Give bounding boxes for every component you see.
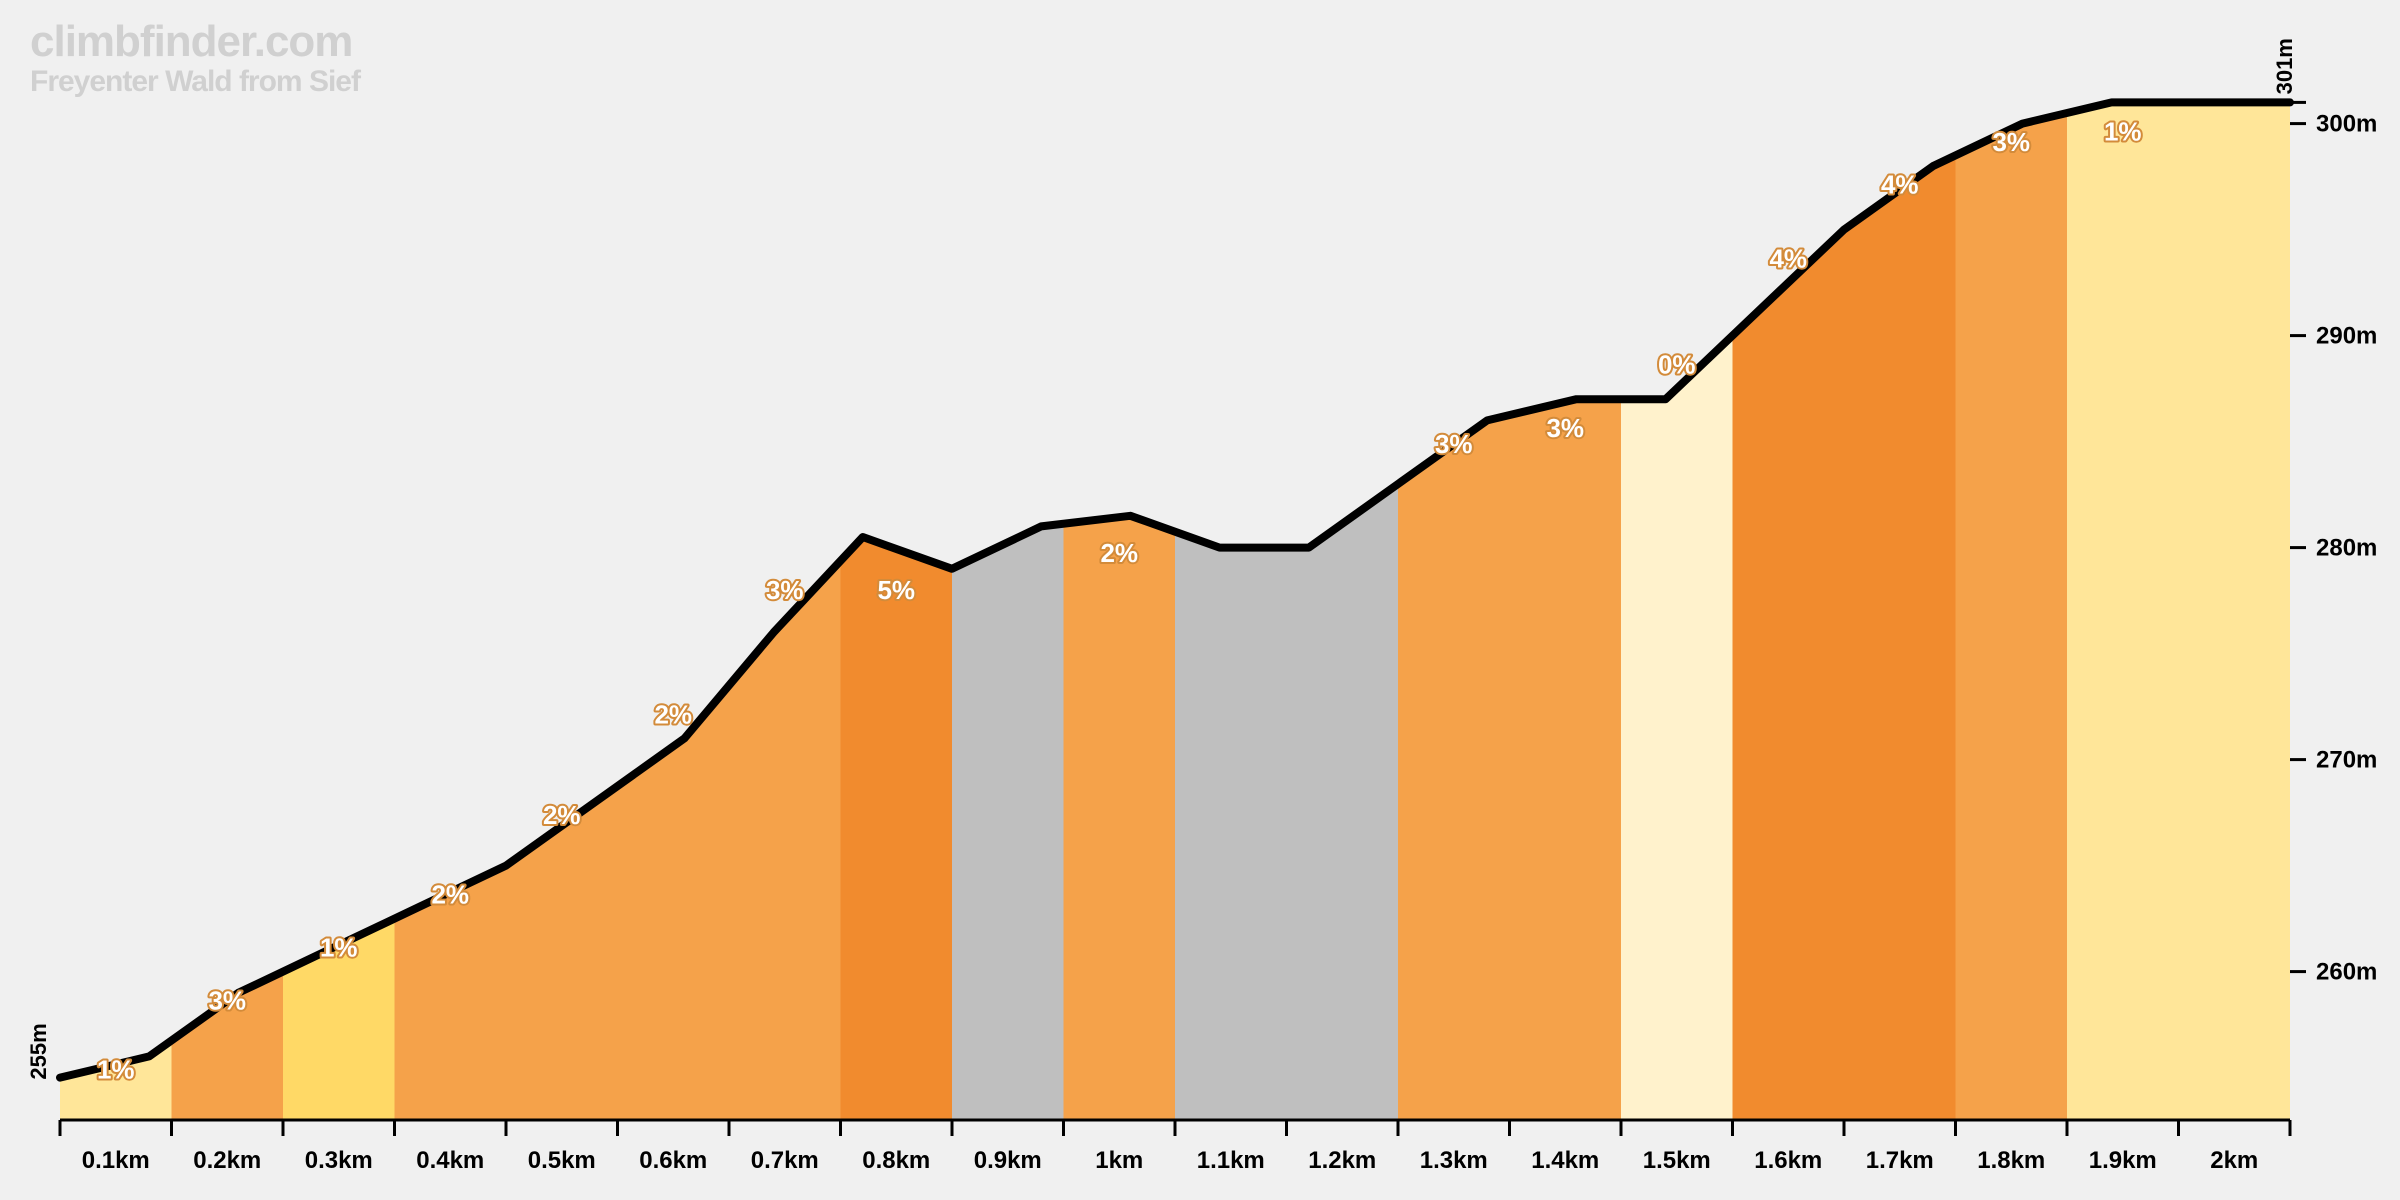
x-label: 1.9km [2089, 1147, 2157, 1174]
x-label: 1.3km [1420, 1147, 1488, 1174]
gradient-label: 3% [1435, 429, 1473, 459]
x-label: 1.5km [1643, 1147, 1711, 1174]
x-label: 1km [1095, 1147, 1143, 1174]
gradient-label: 4% [1769, 244, 1807, 274]
y-label: 260m [2316, 959, 2377, 986]
gradient-label: 4% [1881, 169, 1919, 199]
gradient-label: 2% [543, 800, 581, 830]
x-label: 0.6km [639, 1147, 707, 1174]
gradient-bar [1621, 336, 1733, 1120]
gradient-label: 1% [320, 933, 358, 963]
end-elevation-label: 301m [2272, 38, 2297, 94]
gradient-label: 3% [1992, 127, 2030, 157]
x-label: 0.2km [193, 1147, 261, 1174]
end-elevation-label: 255m [26, 1023, 51, 1079]
gradient-label: 3% [208, 986, 246, 1016]
x-label: 0.5km [528, 1147, 596, 1174]
gradient-bar [1398, 415, 1510, 1120]
chart-svg: 260m 270m 280m 290m 300m 0.1km 0.2km 0.3km 0.4k… [0, 0, 2400, 1200]
gradient-bar [841, 537, 953, 1120]
x-label: 1.1km [1197, 1147, 1265, 1174]
gradient-label: 2% [1100, 538, 1138, 568]
x-label: 1.7km [1866, 1147, 1934, 1174]
gradient-label: 5% [877, 575, 915, 605]
gradient-label: 0% [1658, 350, 1696, 380]
x-label: 1.2km [1308, 1147, 1376, 1174]
x-label: 0.4km [416, 1147, 484, 1174]
gradient-label: 3% [766, 575, 804, 605]
x-label: 0.7km [751, 1147, 819, 1174]
gradient-label: 1% [97, 1055, 135, 1085]
gradient-label: 1% [2104, 116, 2142, 146]
y-label: 280m [2316, 535, 2377, 562]
x-label: 1.4km [1531, 1147, 1599, 1174]
gradient-bar [1064, 516, 1176, 1120]
gradient-bar [952, 524, 1064, 1120]
x-label: 0.3km [305, 1147, 373, 1174]
x-label: 0.8km [862, 1147, 930, 1174]
gradient-bars [60, 102, 2290, 1120]
x-label: 1.8km [1977, 1147, 2045, 1174]
gradient-bar [1956, 113, 2068, 1120]
y-axis: 260m 270m 280m 290m 300m [2290, 102, 2377, 985]
gradient-label: 3% [1546, 413, 1584, 443]
x-label: 1.6km [1754, 1147, 1822, 1174]
gradient-label: 2% [431, 880, 469, 910]
gradient-bar [1844, 155, 1956, 1120]
y-label: 290m [2316, 323, 2377, 350]
gradient-bar [2179, 102, 2291, 1120]
gradient-label: 2% [654, 699, 692, 729]
x-label: 0.9km [974, 1147, 1042, 1174]
gradient-bar [729, 561, 841, 1120]
x-axis: 0.1km 0.2km 0.3km 0.4km 0.5km 0.6km 0.7km 0.8km… [60, 1120, 2290, 1174]
gradient-bar [1175, 532, 1287, 1120]
x-label: 0.1km [82, 1147, 150, 1174]
gradient-bar [1510, 399, 1622, 1120]
x-label: 2km [2210, 1147, 2258, 1174]
gradient-bar [1733, 230, 1845, 1120]
elevation-profile-chart: { "watermark": { "site": "climbfinder.co… [0, 0, 2400, 1200]
gradient-bar [506, 786, 618, 1120]
y-label: 300m [2316, 111, 2377, 138]
y-label: 270m [2316, 747, 2377, 774]
gradient-bar [2067, 102, 2179, 1120]
gradient-bar [1287, 484, 1399, 1120]
